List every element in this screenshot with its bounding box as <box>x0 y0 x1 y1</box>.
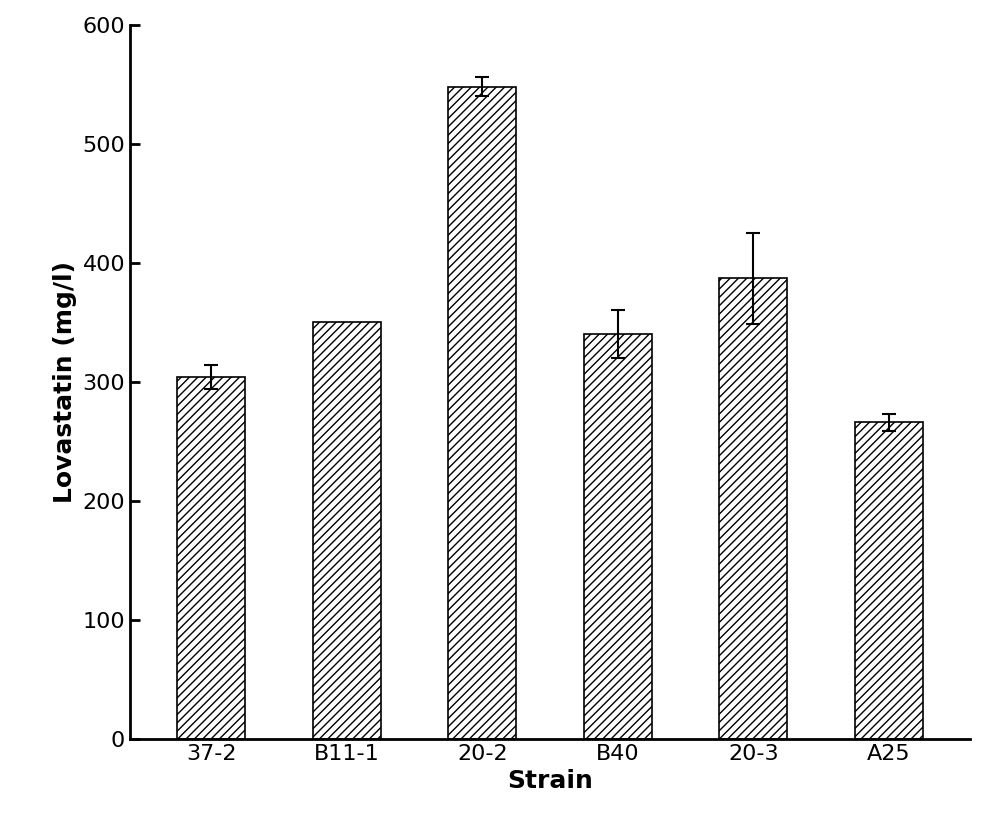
Bar <box>855 422 923 739</box>
Bar <box>719 278 787 739</box>
Bar <box>584 334 652 739</box>
Bar <box>448 87 516 739</box>
X-axis label: Strain: Strain <box>507 769 593 793</box>
Bar <box>177 377 245 739</box>
Bar <box>313 322 381 739</box>
Y-axis label: Lovastatin (mg/l): Lovastatin (mg/l) <box>53 261 77 503</box>
